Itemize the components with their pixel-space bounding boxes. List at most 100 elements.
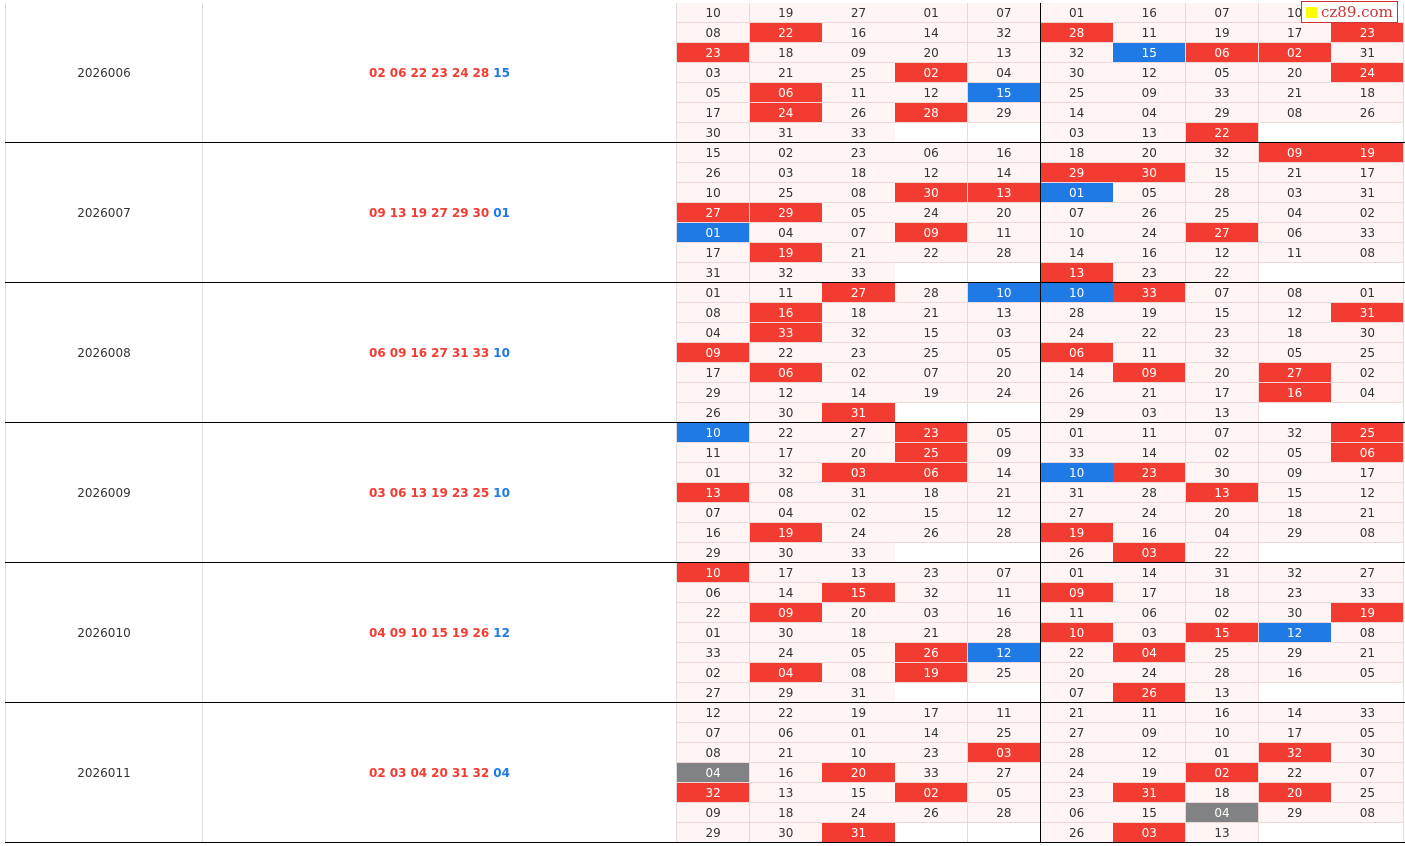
grid-cell: 28 [967, 803, 1041, 823]
grid-cell: 20 [1185, 363, 1260, 383]
grid-cell: 26 [1331, 103, 1405, 123]
red-ball: 22 [410, 66, 428, 80]
grid-cell: 21 [1331, 503, 1405, 523]
grid-cell: 09 [822, 43, 896, 63]
grid-cell: 20 [1185, 503, 1260, 523]
empty-cell [967, 683, 1041, 703]
highlight-cell: 02 [895, 63, 969, 83]
grid-cell: 28 [1185, 663, 1260, 683]
grid-cell: 05 [967, 423, 1041, 443]
highlight-cell: 02 [895, 783, 969, 803]
highlight-cell: 19 [1040, 523, 1114, 543]
red-ball: 04 [369, 626, 386, 640]
red-ball: 31 [451, 766, 469, 780]
grid-cell: 05 [1185, 63, 1260, 83]
empty-cell [1258, 543, 1332, 563]
grid-cell: 29 [1258, 523, 1332, 543]
grid-cell: 06 [1258, 223, 1332, 243]
grid-cell: 01 [677, 623, 751, 643]
grid-cell: 27 [1040, 503, 1114, 523]
highlight-cell: 31 [1113, 783, 1187, 803]
grid-cell: 19 [1113, 763, 1187, 783]
grid-cell: 06 [677, 583, 751, 603]
grid-cell: 20 [1040, 663, 1114, 683]
grid-cell: 19 [749, 3, 823, 23]
grid-cell: 20 [895, 43, 969, 63]
grid-cell: 04 [1185, 523, 1260, 543]
highlight-cell: 09 [1113, 363, 1187, 383]
grid-cell: 31 [749, 123, 823, 143]
grid-cell: 21 [1113, 383, 1187, 403]
grid-cell: 17 [1331, 463, 1405, 483]
grid-cell: 22 [1113, 323, 1187, 343]
grid-cell: 12 [895, 83, 969, 103]
red-ball: 19 [451, 626, 469, 640]
grid-cell: 07 [1040, 683, 1114, 703]
grid-cell: 10 [822, 743, 896, 763]
grid-cell: 09 [967, 443, 1041, 463]
grid-cell: 02 [1331, 363, 1405, 383]
highlight-cell: 04 [1185, 803, 1260, 823]
grid-cell: 01 [677, 283, 751, 303]
grid-cell: 07 [822, 223, 896, 243]
grid-cell: 17 [677, 103, 751, 123]
grid-cell: 30 [677, 123, 751, 143]
grid-cell: 11 [749, 283, 823, 303]
highlight-cell: 09 [1258, 143, 1332, 163]
highlight-cell: 06 [749, 83, 823, 103]
red-ball: 27 [431, 206, 448, 220]
grid-cell: 08 [822, 183, 896, 203]
blue-ball: 10 [493, 346, 510, 360]
grid-cell: 14 [1040, 243, 1114, 263]
grid-cell: 18 [1040, 143, 1114, 163]
draw-numbers: 06 09 16 27 31 33 10 [203, 283, 677, 423]
grid-cell: 07 [1185, 3, 1260, 23]
grid-cell: 14 [749, 583, 823, 603]
grid-cell: 05 [677, 83, 751, 103]
grid-cell: 10 [1185, 723, 1260, 743]
grid-cell: 05 [822, 643, 896, 663]
grid-cell: 08 [677, 743, 751, 763]
grid-cell: 24 [1113, 223, 1187, 243]
empty-cell [967, 823, 1041, 843]
blue-ball: 10 [493, 486, 510, 500]
red-ball: 13 [410, 486, 428, 500]
red-ball: 03 [369, 486, 386, 500]
red-ball: 26 [472, 626, 490, 640]
draw-numbers: 02 03 04 20 31 32 04 [203, 703, 677, 843]
grid-cell: 26 [895, 803, 969, 823]
grid-cell: 26 [677, 403, 751, 423]
grid-cell: 14 [1113, 563, 1187, 583]
draw-numbers: 02 06 22 23 24 28 15 [203, 3, 677, 143]
grid-cell: 26 [1040, 543, 1114, 563]
grid-cell: 14 [895, 723, 969, 743]
empty-cell [895, 683, 969, 703]
grid-cell: 19 [1113, 303, 1187, 323]
grid-cell: 29 [1258, 643, 1332, 663]
grid-cell: 05 [1258, 443, 1332, 463]
grid-cell: 04 [749, 503, 823, 523]
grid-cell: 04 [1113, 103, 1187, 123]
grid-cell: 05 [1113, 183, 1187, 203]
blue-ball: 04 [493, 766, 510, 780]
highlight-cell: 29 [1040, 163, 1114, 183]
grid-cell: 33 [1331, 583, 1405, 603]
grid-cell: 15 [1185, 303, 1260, 323]
highlight-cell: 10 [967, 283, 1041, 303]
grid-cell: 12 [1113, 63, 1187, 83]
highlight-cell: 09 [749, 603, 823, 623]
grid-cell: 04 [967, 63, 1041, 83]
grid-cell: 01 [1040, 563, 1114, 583]
red-ball: 28 [472, 66, 490, 80]
red-ball: 06 [369, 346, 386, 360]
grid-cell: 08 [1331, 523, 1405, 543]
grid-cell: 06 [749, 723, 823, 743]
grid-cell: 32 [967, 23, 1041, 43]
grid-cell: 25 [967, 723, 1041, 743]
grid-cell: 29 [677, 543, 751, 563]
grid-cell: 09 [1113, 83, 1187, 103]
grid-cell: 21 [822, 243, 896, 263]
block-border [5, 282, 1405, 283]
grid-cell: 20 [967, 363, 1041, 383]
highlight-cell: 31 [822, 403, 896, 423]
